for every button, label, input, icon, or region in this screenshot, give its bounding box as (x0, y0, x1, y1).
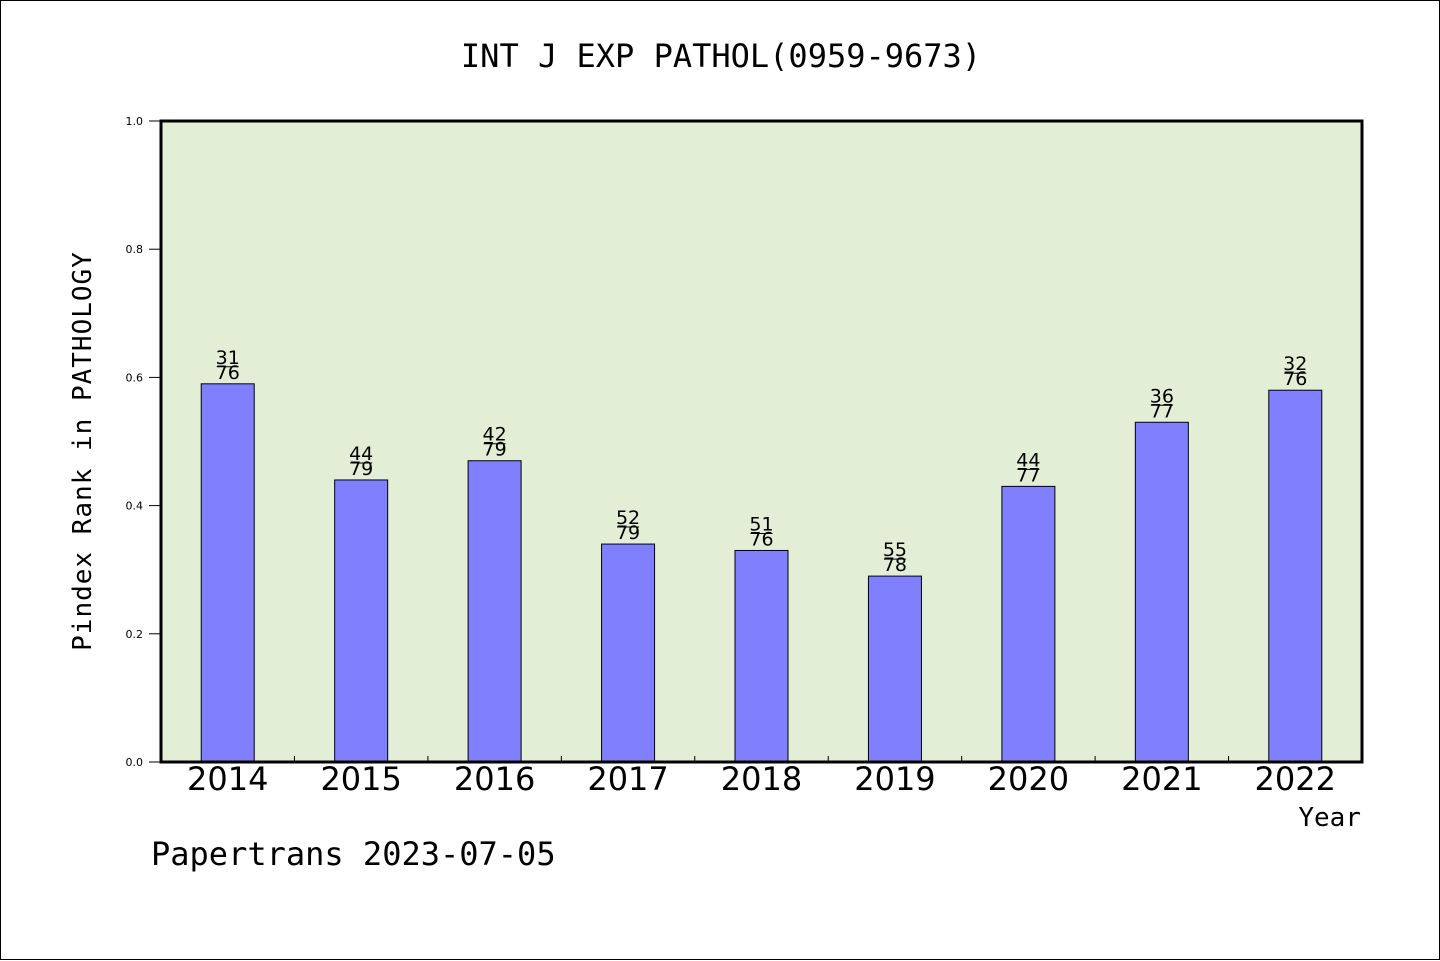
bar-2019 (867, 575, 922, 763)
bar-2014 (200, 383, 255, 763)
bar-2015 (334, 479, 389, 763)
rank-label-2017: 52 (616, 507, 640, 529)
total-label-2020: 77 (1016, 464, 1040, 486)
total-label-2022: 76 (1283, 368, 1307, 390)
bar-2017 (601, 543, 656, 763)
y-axis-label: Pindex Rank in PATHOLOGY (68, 251, 98, 651)
rank-label-2018: 51 (749, 513, 773, 535)
rank-label-2020: 44 (1016, 449, 1040, 471)
x-tick-label-2018: 2018 (721, 760, 802, 798)
x-tick-label-2016: 2016 (454, 760, 535, 798)
x-tick-label-2015: 2015 (320, 760, 401, 798)
x-tick-label-2022: 2022 (1255, 760, 1336, 798)
x-tick-label-2017: 2017 (587, 760, 668, 798)
rank-label-2019: 55 (883, 539, 907, 561)
x-tick-label-2020: 2020 (988, 760, 1069, 798)
total-label-2014: 76 (216, 362, 240, 384)
y-tick-label: 0.0 (126, 756, 144, 769)
y-tick-label: 0.4 (126, 500, 144, 513)
rank-label-2022: 32 (1283, 353, 1307, 375)
x-axis-label: Year (1298, 803, 1361, 833)
footer-credit: Papertrans 2023-07-05 (151, 835, 556, 873)
total-label-2017: 79 (616, 522, 640, 544)
x-tick-label-2014: 2014 (187, 760, 268, 798)
total-label-2015: 79 (349, 458, 373, 480)
rank-label-2021: 36 (1150, 385, 1174, 407)
bar-2018 (734, 549, 789, 763)
rank-label-2016: 42 (483, 424, 507, 446)
y-tick-label: 0.2 (126, 628, 144, 641)
plot-border (159, 119, 1364, 764)
rank-label-2014: 31 (216, 347, 240, 369)
bar-2021 (1134, 421, 1189, 763)
bar-2016 (467, 460, 522, 763)
bar-2022 (1268, 389, 1323, 763)
x-tick-label-2019: 2019 (854, 760, 935, 798)
y-tick-label: 0.8 (126, 243, 144, 256)
total-label-2019: 78 (883, 554, 907, 576)
bars-group (200, 383, 1323, 763)
y-tick-label: 1.0 (126, 115, 144, 128)
x-tick-label-2021: 2021 (1121, 760, 1202, 798)
total-label-2021: 77 (1150, 400, 1174, 422)
bar-2020 (1001, 485, 1056, 763)
total-label-2018: 76 (749, 528, 773, 550)
x-axis-ticks: 2014 2015 2016 2017 2018 2019 2020 2021 2022 (187, 756, 1336, 798)
rank-label-2015: 44 (349, 443, 373, 465)
y-tick-label: 0.6 (126, 371, 144, 384)
y-axis-ticks: 0.0 0.2 0.4 0.6 0.8 1.0 (126, 115, 161, 769)
chart-title: INT J EXP PATHOL(0959-9673) (461, 37, 981, 75)
total-label-2016: 79 (483, 439, 507, 461)
